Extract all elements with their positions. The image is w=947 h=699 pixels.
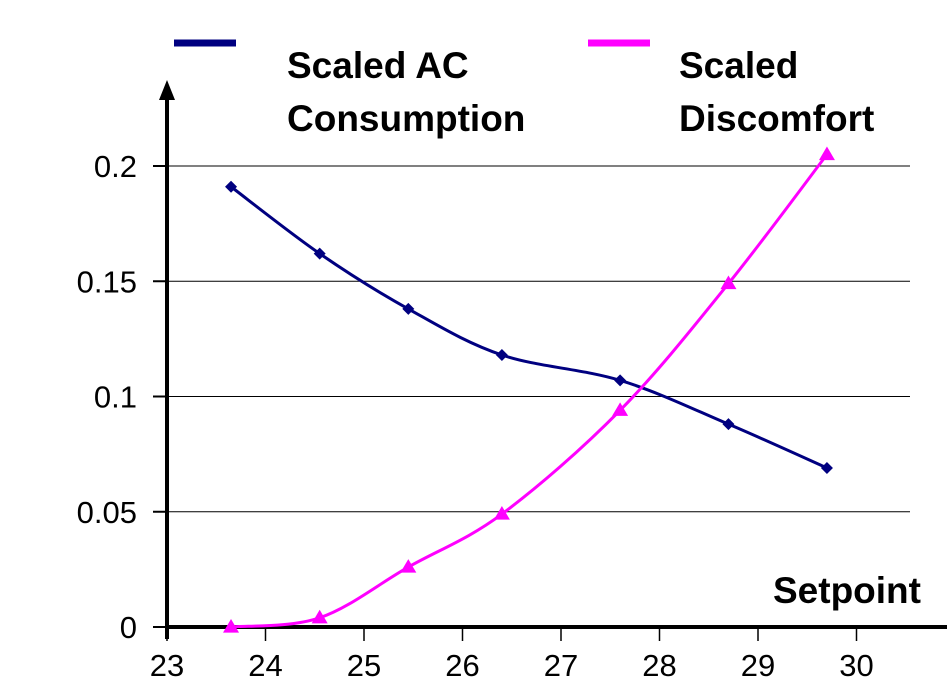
- x-tick-label: 25: [347, 648, 381, 683]
- x-tick-label: 24: [248, 648, 282, 683]
- x-axis-label: Setpoint: [773, 570, 921, 611]
- x-tick-label: 26: [445, 648, 479, 683]
- data-point: [223, 619, 240, 633]
- axes: [159, 80, 947, 639]
- data-point: [225, 180, 238, 193]
- x-tick-label: 29: [741, 648, 775, 683]
- x-tick-label: 30: [839, 648, 873, 683]
- data-point: [820, 461, 833, 474]
- series-markers: [223, 146, 835, 633]
- legend-label: Consumption: [287, 98, 525, 139]
- series-line-1: [230, 153, 829, 629]
- y-tick-label: 0.15: [77, 264, 137, 299]
- legend-label: Scaled: [679, 45, 798, 86]
- data-point: [313, 247, 326, 260]
- data-point: [614, 374, 627, 387]
- data-point: [818, 146, 835, 161]
- y-tick-label: 0.1: [94, 380, 137, 415]
- legend: Scaled AC Consumption Scaled Discomfort: [174, 39, 874, 139]
- y-tick-label: 0: [120, 610, 137, 645]
- data-point: [612, 402, 629, 416]
- data-point: [722, 418, 735, 431]
- x-tick-label: 27: [544, 648, 578, 683]
- data-point: [720, 275, 737, 290]
- legend-label: Scaled AC: [287, 45, 469, 86]
- x-axis-ticks: 23 24 25 26 27 28 29 30: [150, 627, 874, 683]
- data-point: [400, 559, 417, 573]
- data-point: [402, 302, 415, 315]
- y-axis-ticks: 0 0.05 0.1 0.15 0.2: [77, 149, 167, 645]
- x-tick-label: 28: [642, 648, 676, 683]
- legend-label: Discomfort: [679, 98, 874, 139]
- x-tick-label: 23: [150, 648, 184, 683]
- y-axis-arrow: [159, 80, 175, 100]
- y-tick-label: 0.2: [94, 149, 137, 184]
- gridlines: [167, 165, 910, 513]
- data-point: [311, 609, 328, 624]
- y-tick-label: 0.05: [77, 495, 137, 530]
- series-lines: [230, 153, 829, 629]
- series-line-0: [230, 185, 828, 470]
- data-point: [493, 506, 510, 520]
- data-point: [495, 349, 508, 362]
